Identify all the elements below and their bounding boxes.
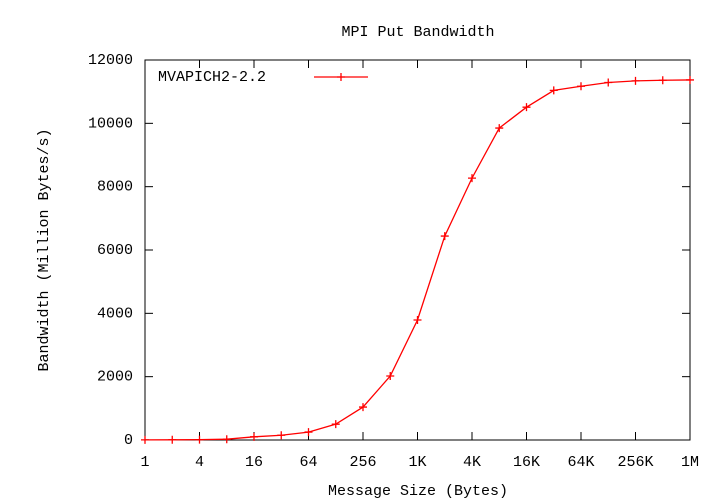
x-tick-label: 16 [245, 454, 263, 471]
point [195, 435, 204, 444]
y-tick-label: 4000 [97, 305, 133, 322]
x-tick-label: 4K [463, 454, 481, 471]
y-tick-label: 6000 [97, 242, 133, 259]
chart-title: MPI Put Bandwidth [341, 24, 494, 41]
y-tick-label: 2000 [97, 369, 133, 386]
point [522, 103, 531, 112]
point [359, 403, 367, 412]
point [440, 232, 449, 241]
point [468, 174, 476, 183]
y-tick-label: 12000 [88, 52, 133, 69]
point [686, 75, 694, 84]
x-tick-label: 1K [408, 454, 426, 471]
x-tick-label: 64K [567, 454, 594, 471]
x-tick-label: 4 [195, 454, 204, 471]
plot-border [144, 59, 691, 441]
point [304, 428, 313, 437]
y-axis-label: Bandwidth (Million Bytes/s) [36, 128, 53, 371]
point [495, 124, 504, 133]
point [331, 420, 340, 429]
point [250, 432, 258, 441]
x-tick-label: 64 [299, 454, 317, 471]
y-tick-label: 10000 [88, 115, 133, 132]
legend-label: MVAPICH2-2.2 [158, 69, 266, 86]
x-tick-label: 1 [140, 454, 149, 471]
y-tick-label: 0 [124, 432, 133, 449]
point [658, 76, 667, 85]
point [413, 315, 422, 324]
point [631, 76, 640, 85]
series-line [144, 79, 691, 441]
point [386, 372, 395, 381]
point [604, 78, 613, 87]
y-tick-label: 8000 [97, 179, 133, 196]
x-tick-label: 16K [513, 454, 540, 471]
point [577, 82, 585, 91]
point [141, 435, 149, 444]
point [222, 435, 231, 444]
x-axis-label: Message Size (Bytes) [328, 483, 508, 500]
legend-marker [337, 73, 345, 81]
point [277, 431, 286, 440]
point [168, 435, 177, 444]
x-tick-label: 256K [617, 454, 653, 471]
point [549, 86, 558, 95]
x-tick-label: 1M [681, 454, 699, 471]
x-tick-label: 256 [349, 454, 376, 471]
